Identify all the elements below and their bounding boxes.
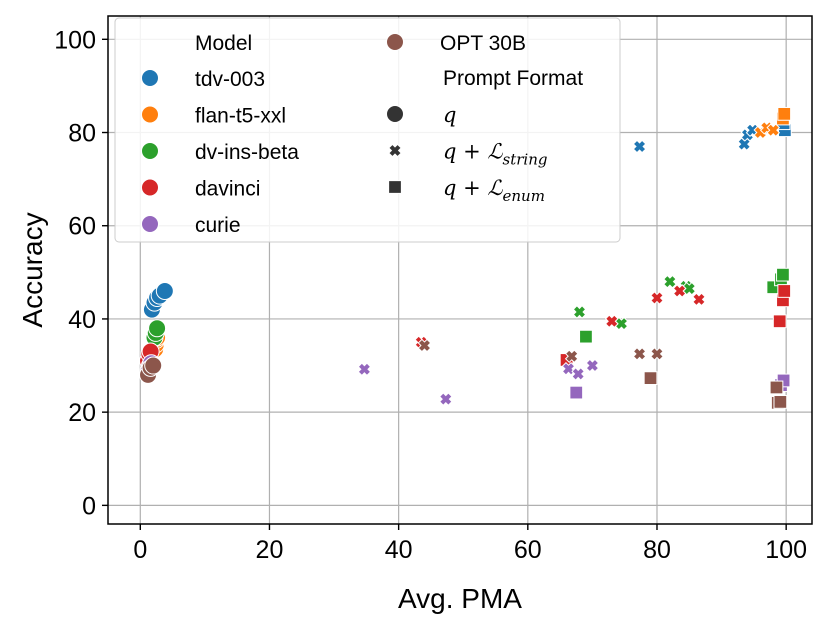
legend-model-marker — [141, 69, 159, 87]
legend-format-header: Prompt Format — [443, 67, 583, 90]
x-tick-label: 80 — [643, 536, 671, 564]
legend-format-subscript: enum — [503, 187, 545, 205]
legend-model-label: dv-ins-beta — [195, 141, 299, 164]
x-tick-label: 60 — [514, 536, 542, 564]
x-tick-label: 100 — [765, 536, 807, 564]
plot-frame — [107, 15, 813, 525]
legend-format-marker — [388, 143, 402, 158]
data-point — [579, 329, 593, 344]
legend-model-marker — [141, 105, 159, 124]
data-point — [571, 367, 586, 381]
legend-model-label: flan-t5-xxl — [195, 105, 286, 128]
data-point — [772, 314, 787, 329]
y-tick-label: 20 — [68, 399, 96, 427]
y-tick-label: 80 — [68, 120, 96, 148]
data-point — [777, 106, 792, 121]
legend-model-marker — [141, 178, 159, 197]
data-point — [773, 395, 788, 409]
data-point — [663, 274, 677, 289]
data-point — [776, 267, 790, 282]
data-point — [777, 284, 792, 298]
data-point — [572, 305, 587, 319]
axis-ticks: 0 20 40 60 80 100 0 20 40 60 80 100 — [54, 26, 807, 564]
legend-format-subscript: string — [503, 151, 548, 169]
legend-model-label: curie — [195, 214, 241, 237]
legend-model-label: davinci — [195, 178, 260, 201]
legend-model-label: tdv-003 — [195, 68, 265, 91]
legend-model-marker — [141, 215, 159, 233]
data-point — [650, 291, 664, 305]
x-tick-label: 20 — [256, 536, 284, 564]
legend-model-label: OPT 30B — [440, 32, 526, 55]
legend: Model tdv-003 flan-t5-xxl dv-ins-beta davin… — [114, 17, 621, 243]
legend-box — [114, 17, 621, 243]
legend-model-header: Model — [195, 32, 252, 55]
data-point — [564, 349, 579, 364]
data-point — [417, 338, 432, 353]
data-point — [148, 319, 167, 338]
data-point — [632, 139, 647, 154]
y-tick-label: 100 — [54, 26, 96, 54]
y-tick-label: 60 — [68, 213, 96, 241]
y-tick-label: 0 — [82, 492, 96, 520]
data-point — [769, 380, 784, 395]
data-point — [357, 362, 372, 377]
data-point — [766, 123, 781, 138]
data-point — [632, 347, 647, 361]
data-point — [144, 356, 163, 375]
y-axis-title: Accuracy — [17, 212, 48, 327]
data-point — [569, 385, 584, 400]
data-points — [139, 106, 792, 410]
legend-model-marker — [141, 142, 159, 160]
legend-model-marker — [386, 33, 404, 51]
data-point — [672, 284, 687, 298]
data-point — [692, 292, 706, 307]
data-point — [438, 392, 453, 406]
legend-models: tdv-003 flan-t5-xxl dv-ins-beta davinci curi… — [141, 32, 526, 237]
data-point — [604, 314, 619, 329]
x-tick-label: 40 — [385, 536, 413, 564]
data-point — [155, 281, 174, 300]
data-point — [650, 347, 664, 361]
y-tick-label: 40 — [68, 306, 96, 334]
x-axis-title: Avg. PMA — [398, 583, 522, 614]
legend-format-label: q — [443, 103, 456, 127]
data-point — [585, 358, 600, 373]
legend-format-marker — [388, 180, 402, 194]
x-tick-label: 0 — [133, 536, 147, 564]
legend-format-marker — [386, 105, 404, 123]
data-point — [643, 371, 658, 385]
